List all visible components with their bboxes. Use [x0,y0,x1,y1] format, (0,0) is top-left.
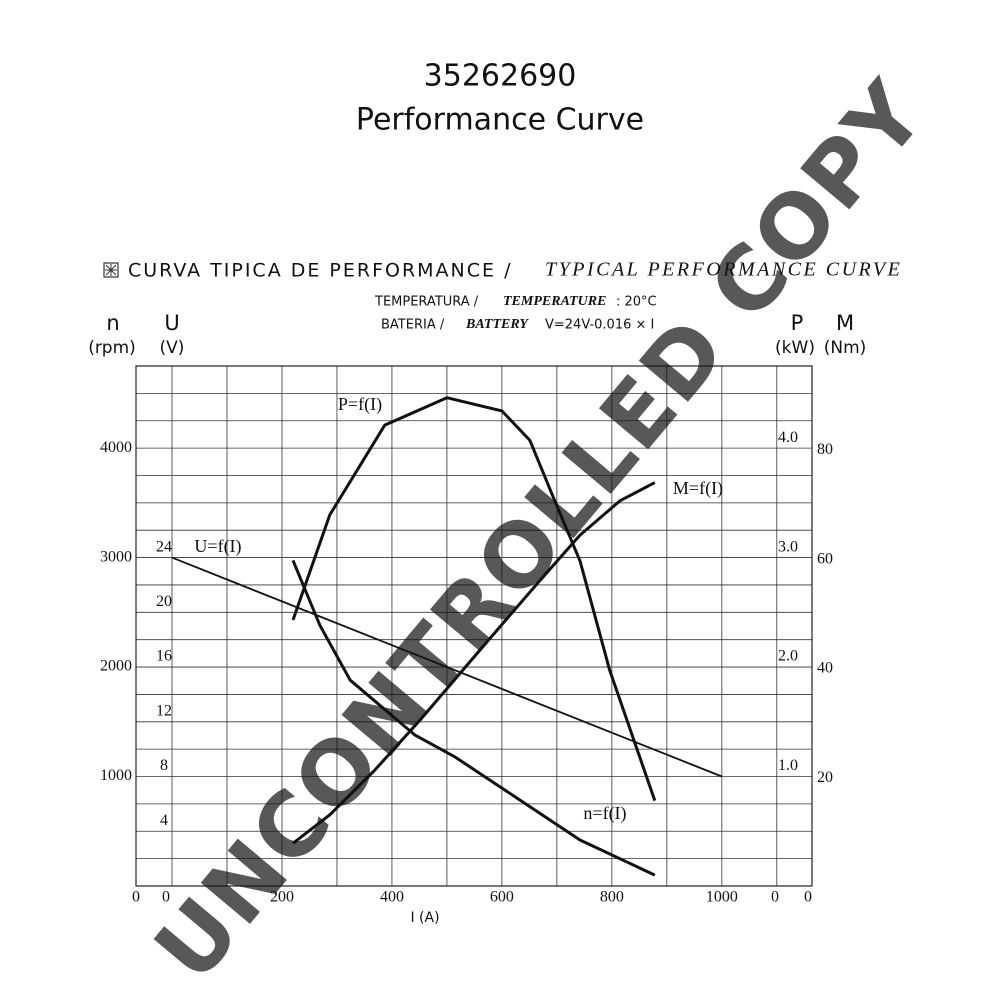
u-tick-label: 8 [160,757,168,774]
heading-icon [103,262,119,278]
n-unit: (rpm) [88,338,136,358]
x-tick-label: 400 [380,889,404,906]
heading-en: TYPICAL PERFORMANCE CURVE [545,259,902,281]
m-tick-label: 0 [804,889,812,906]
series-line [171,556,723,778]
m-tick-label: 20 [817,769,833,786]
series-label: M=f(I) [673,478,723,499]
battery-pt: BATERIA / [381,318,445,333]
m-tick-label: 80 [817,441,833,458]
watermark: UNCONTROLLED COPY [135,62,946,1000]
series-label: U=f(I) [194,536,241,557]
temp-pt: TEMPERATURA / [374,295,479,310]
m-tick-label: 60 [817,550,833,567]
tick-labels: 0 200 400 600 800 100001000200030004000481216… [100,429,833,906]
temp-value: : 20°C [616,295,657,310]
p-tick-label: 4.0 [778,429,798,446]
p-symbol: P [791,311,804,335]
x-tick-label: 1000 [706,889,738,906]
n-symbol: n [106,311,119,335]
m-unit: (Nm) [824,338,867,358]
n-tick-label: 1000 [100,767,132,784]
x-tick-label: 0 [162,889,170,906]
n-tick-label: 0 [132,889,140,906]
m-symbol: M [836,311,854,335]
battery-value: V=24V-0.016 × I [545,318,654,333]
n-tick-label: 2000 [100,658,132,675]
u-tick-label: 12 [156,702,172,719]
battery-en: BATTERY [465,317,529,332]
temp-en: TEMPERATURE [503,294,606,309]
p-tick-label: 1.0 [778,757,798,774]
chart-subtitle: Performance Curve [356,103,644,138]
x-tick-label: 200 [270,889,294,906]
series-line [292,481,656,845]
x-tick-label: 800 [600,889,624,906]
n-tick-label: 3000 [100,548,132,565]
p-tick-label: 2.0 [778,648,798,665]
heading-pt: CURVA TIPICA DE PERFORMANCE / [128,260,512,282]
series-label: P=f(I) [338,394,382,415]
watermark-layer: UNCONTROLLED COPY [135,62,946,1000]
u-tick-label: 16 [156,648,172,665]
heading-icon-star [105,264,117,276]
series-label: n=f(I) [583,803,626,824]
x-tick-label: 600 [490,889,514,906]
m-tick-label: 40 [817,660,833,677]
n-tick-label: 4000 [100,439,132,456]
plot-frame [135,365,813,887]
heading: CURVA TIPICA DE PERFORMANCE / TYPICAL PE… [103,259,902,282]
p-unit: (kW) [775,338,815,358]
p-tick-label: 0 [771,889,779,906]
series-line [291,396,657,802]
u-unit: (V) [160,338,185,358]
curves: P=f(I) M=f(I) U=f(I) n=f(I) [171,394,723,877]
series-line [291,559,656,877]
x-axis-label: I (A) [410,910,439,926]
u-tick-label: 24 [156,538,172,555]
u-tick-label: 4 [160,812,168,829]
p-tick-label: 3.0 [778,538,798,555]
chart-title: 35262690 [424,59,577,94]
u-symbol: U [164,311,179,335]
u-tick-label: 20 [156,593,172,610]
